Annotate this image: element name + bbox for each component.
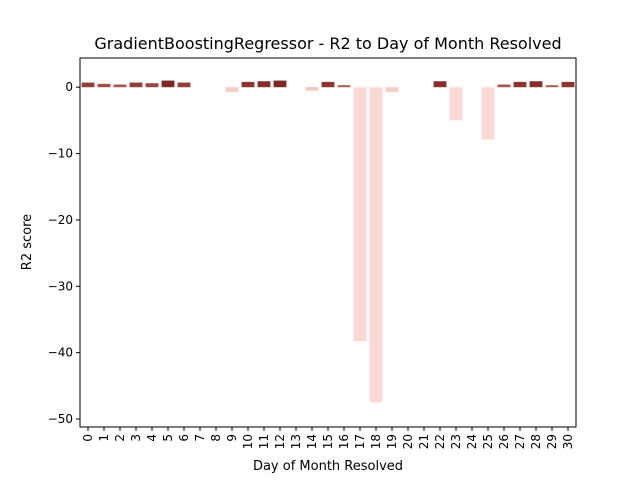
bar-day-1 — [97, 83, 111, 88]
bar-day-27 — [513, 81, 527, 88]
chart-title: GradientBoostingRegressor - R2 to Day of… — [94, 34, 561, 53]
bar-day-11 — [257, 81, 271, 88]
x-tick-label: 0 — [81, 434, 95, 442]
bar-day-30 — [561, 81, 575, 88]
x-tick-label: 6 — [177, 434, 191, 442]
bar-day-4 — [145, 83, 159, 88]
x-tick-label: 16 — [337, 434, 351, 449]
x-tick-label: 12 — [273, 434, 287, 449]
y-tick-label: 0 — [65, 80, 73, 94]
x-tick-label: 11 — [257, 434, 271, 449]
x-tick-label: 21 — [417, 434, 431, 449]
x-tick-label: 26 — [497, 434, 511, 449]
x-tick-label: 25 — [481, 434, 495, 449]
y-tick-label: −40 — [48, 346, 73, 360]
bar-day-2 — [113, 84, 127, 88]
y-tick-label: −20 — [48, 213, 73, 227]
bar-day-29 — [545, 85, 559, 88]
plot-frame — [79, 57, 577, 428]
x-tick-label: 19 — [385, 434, 399, 449]
bar-day-0 — [81, 82, 95, 88]
x-tick-label: 7 — [193, 434, 207, 442]
x-tick-label: 30 — [561, 434, 575, 449]
y-tick-label: −10 — [48, 147, 73, 161]
bar-day-17 — [353, 87, 367, 342]
bar-day-19 — [385, 87, 399, 92]
bar-day-16 — [337, 85, 351, 88]
x-tick-label: 29 — [545, 434, 559, 449]
bar-day-14 — [305, 87, 319, 91]
bar-day-3 — [129, 82, 143, 88]
y-tick-label: −50 — [48, 412, 73, 426]
bar-day-28 — [529, 81, 543, 88]
x-tick-label: 27 — [513, 434, 527, 449]
x-tick-label: 17 — [353, 434, 367, 449]
x-tick-label: 1 — [97, 434, 111, 442]
x-tick-label: 3 — [129, 434, 143, 442]
x-tick-label: 8 — [209, 434, 223, 442]
x-tick-label: 24 — [465, 434, 479, 449]
x-tick-label: 2 — [113, 434, 127, 442]
x-axis-ticks: 0 1 2 3 4 5 6 7 8 9 10 11 12 13 14 15 16 17 18 19 20 21 22 23 24… — [81, 427, 575, 449]
bar-day-25 — [481, 87, 495, 140]
x-tick-label: 10 — [241, 434, 255, 449]
bar-day-12 — [273, 80, 287, 88]
y-tick-label: −30 — [48, 279, 73, 293]
bar-day-23 — [449, 87, 463, 121]
x-tick-label: 28 — [529, 434, 543, 449]
x-axis-label: Day of Month Resolved — [253, 459, 403, 474]
bar-day-5 — [161, 80, 175, 88]
bar-day-22 — [433, 81, 447, 88]
bar-day-10 — [241, 81, 255, 88]
x-tick-label: 23 — [449, 434, 463, 449]
bar-day-6 — [177, 82, 191, 88]
bar-day-9 — [225, 87, 239, 92]
bar-day-26 — [497, 84, 511, 88]
bars-group — [81, 80, 575, 403]
x-tick-label: 18 — [369, 434, 383, 449]
x-tick-label: 22 — [433, 434, 447, 449]
bar-day-15 — [321, 81, 335, 88]
x-tick-label: 15 — [321, 434, 335, 449]
x-tick-label: 4 — [145, 434, 159, 442]
x-tick-label: 9 — [225, 434, 239, 442]
x-tick-label: 14 — [305, 434, 319, 449]
x-tick-label: 13 — [289, 434, 303, 449]
x-tick-label: 5 — [161, 434, 175, 442]
y-axis-ticks: 0 −10 −20 −30 −40 −50 — [48, 80, 80, 426]
x-tick-label: 20 — [401, 434, 415, 449]
bar-day-18 — [369, 87, 383, 403]
y-axis-label: R2 score — [20, 214, 35, 270]
